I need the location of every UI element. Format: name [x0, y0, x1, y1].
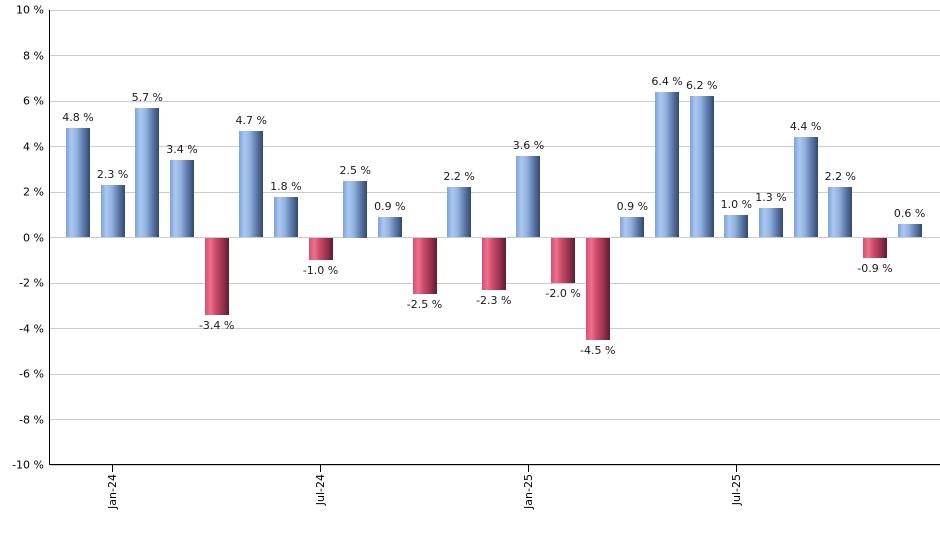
y-axis-tick-label: 8 %: [23, 49, 44, 62]
y-axis-tick-label: -4 %: [19, 322, 44, 335]
gridline: [50, 328, 940, 329]
bar-negative: [481, 237, 506, 290]
gridline: [50, 191, 940, 193]
bar-value-label: 0.6 %: [893, 206, 926, 220]
y-axis-tick-label: -2 %: [19, 276, 44, 290]
bar-positive: [273, 196, 298, 238]
y-axis-tick-label: -6 %: [19, 367, 44, 381]
bar-value-label: 5.7 %: [131, 90, 164, 104]
gridline: [50, 146, 940, 147]
bar-value-label: -0.9 %: [857, 261, 893, 275]
bar-positive: [169, 160, 194, 238]
bar-value-label: -4.5 %: [580, 343, 616, 357]
x-axis-tick-label: Jan-24: [106, 474, 120, 509]
x-axis-line: [48, 464, 940, 466]
x-axis-tick-mark: [527, 464, 530, 472]
x-axis-tick-label: Jan-25: [521, 474, 535, 509]
bar-value-label: 4.4 %: [789, 120, 822, 134]
bar-value-label: 4.7 %: [235, 113, 267, 127]
bar-positive: [655, 91, 680, 238]
bar-value-label: -2.3 %: [476, 293, 512, 307]
bar-value-label: 3.4 %: [166, 143, 198, 157]
bar-positive: [516, 155, 541, 238]
gridline: [50, 419, 940, 420]
bar-positive: [100, 185, 125, 238]
gridline: [50, 55, 940, 56]
bar-positive: [239, 130, 264, 238]
bar-negative: [412, 237, 437, 295]
x-axis-tick-mark: [111, 464, 114, 472]
bar-value-label: -3.4 %: [198, 318, 235, 332]
bar-positive: [793, 137, 818, 238]
bar-value-label: 2.2 %: [443, 170, 475, 184]
bar-positive: [135, 107, 160, 238]
bar-value-label: 2.2 %: [824, 170, 857, 184]
bar-negative: [585, 237, 610, 340]
bar-value-label: 6.4 %: [651, 74, 683, 88]
y-axis-tick-label: 4 %: [23, 140, 44, 153]
bar-value-label: 1.0 %: [720, 197, 753, 211]
bar-value-label: -1.0 %: [302, 264, 339, 278]
x-axis-tick-label: Jul-25: [729, 474, 743, 506]
y-axis-tick-label: 2 %: [23, 185, 44, 199]
bar-positive: [620, 217, 645, 238]
bar-value-label: 2.3 %: [96, 168, 129, 182]
x-axis-tick-mark: [735, 464, 738, 472]
bar-value-label: -2.5 %: [406, 298, 443, 312]
y-axis-tick-label: -10 %: [12, 458, 44, 472]
bar-value-label: 1.8 %: [270, 179, 302, 193]
gridline: [50, 373, 940, 375]
y-axis-line: [48, 10, 50, 465]
gridline: [50, 9, 940, 11]
bar-positive: [759, 207, 783, 238]
bar-positive: [377, 217, 402, 238]
y-axis-tick-label: 10 %: [16, 3, 44, 17]
bar-positive: [897, 223, 922, 238]
bar-negative: [204, 237, 229, 315]
bar-value-label: 3.6 %: [512, 138, 545, 152]
y-axis-tick-label: -8 %: [19, 413, 44, 426]
bar-positive: [447, 187, 472, 238]
bar-positive: [828, 187, 853, 238]
bar-value-label: 1.3 %: [755, 190, 787, 204]
bar-negative: [551, 237, 576, 283]
bar-value-label: -2.0 %: [545, 287, 581, 300]
bar-value-label: 4.8 %: [62, 111, 94, 125]
bar-positive: [343, 180, 368, 238]
bar-value-label: 0.9 %: [616, 200, 649, 214]
bar-positive: [66, 128, 90, 238]
y-axis-tick-label: 6 %: [23, 94, 44, 108]
bar-positive: [689, 96, 714, 238]
x-axis-tick-mark: [319, 464, 322, 472]
x-axis-tick-label: Jul-24: [314, 474, 328, 506]
bar-negative: [862, 237, 887, 258]
bar-value-label: 2.5 %: [339, 163, 371, 177]
bar-value-label: 0.9 %: [374, 200, 406, 214]
bar-negative: [308, 237, 333, 261]
bar-value-label: 6.2 %: [685, 79, 718, 93]
y-axis-tick-label: 0 %: [23, 231, 44, 244]
bar-positive: [724, 214, 749, 238]
gridline: [50, 100, 940, 102]
